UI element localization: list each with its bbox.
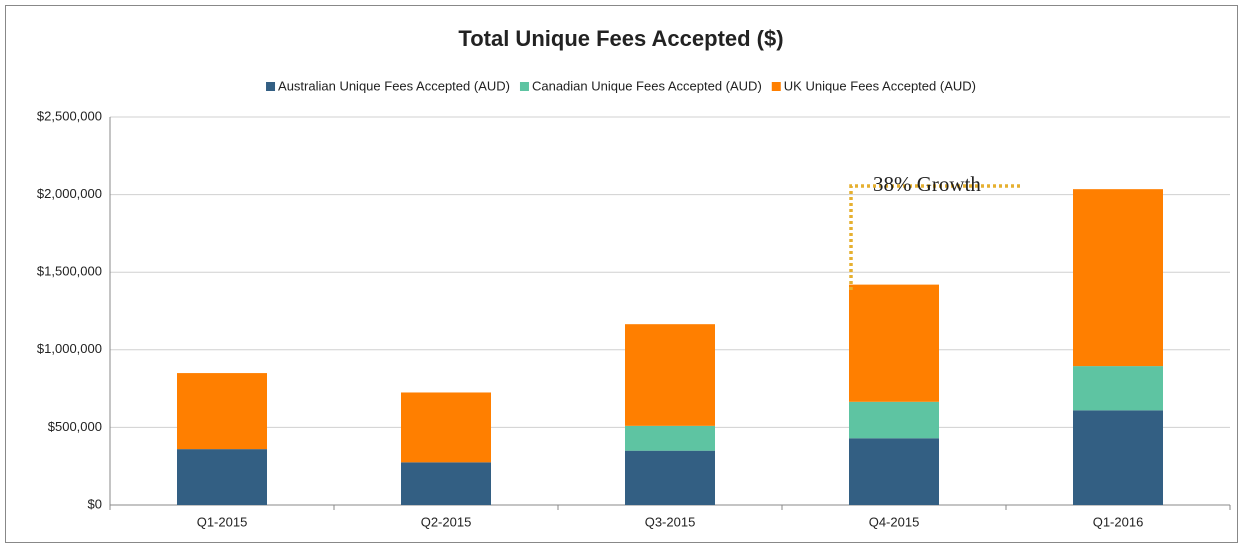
plot-area: $0 $500,000 $1,000,000 $1,500,000 $2,000,000… [37,108,1231,529]
annotation: 38% Growth [873,172,981,196]
legend-label: UK Unique Fees Accepted (AUD) [784,78,976,93]
bar-segment [625,324,715,426]
legend-label: Canadian Unique Fees Accepted (AUD) [532,78,762,93]
y-tick-label: $1,000,000 [37,341,102,356]
x-tick-label: Q1-2016 [1093,514,1144,529]
bar-segment [1073,410,1163,505]
bar-segment [1073,189,1163,367]
legend-swatch [266,82,276,91]
y-tick-label: $1,500,000 [37,264,102,279]
legend-swatch [771,82,781,91]
y-tick-label: $0 [88,496,102,511]
y-tick-label: $2,000,000 [37,186,102,201]
growth-bracket [849,184,1022,290]
chart-title: Total Unique Fees Accepted ($) [458,26,783,51]
bar-segment [177,449,267,505]
bar-segment [849,401,939,439]
bar-segment [625,425,715,451]
y-tick-label: $2,500,000 [37,108,102,123]
x-tick-label: Q2-2015 [421,514,472,529]
bar-segment [625,450,715,505]
bar-segment [1073,366,1163,411]
y-tick-label: $500,000 [48,419,102,434]
legend: Australian Unique Fees Accepted (AUD) Can… [266,78,976,93]
bar-segment [177,373,267,450]
x-tick-label: Q3-2015 [645,514,696,529]
bar-segment [849,284,939,402]
x-tick-label: Q4-2015 [869,514,920,529]
bar-segment [849,438,939,505]
legend-swatch [519,82,529,91]
bar-segment [401,462,491,505]
legend-label: Australian Unique Fees Accepted (AUD) [278,78,510,93]
x-tick-label: Q1-2015 [197,514,248,529]
bar-segment [401,392,491,463]
